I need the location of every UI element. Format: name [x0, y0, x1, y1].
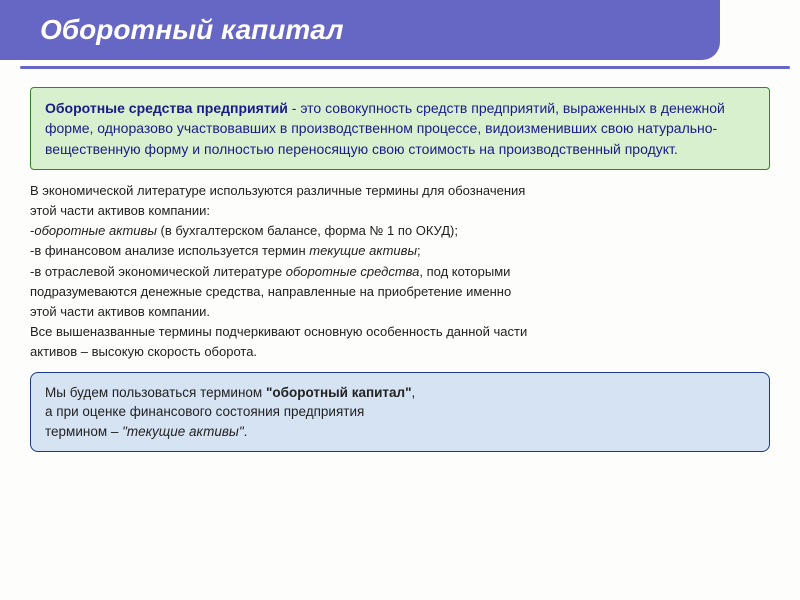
- body-bullet1: -оборотные активы (в бухгалтерском балан…: [30, 222, 770, 240]
- b3-pre: -в отраслевой экономической литературе: [30, 264, 286, 279]
- slide: Оборотный капитал Оборотные средства пре…: [0, 0, 800, 600]
- bl1-pre: Мы будем пользоваться термином: [45, 385, 266, 400]
- bottom-line2: а при оценке финансового состояния предп…: [45, 402, 755, 422]
- title-bar: Оборотный капитал: [0, 0, 720, 60]
- b1-em: оборотные активы: [34, 223, 157, 238]
- body-intro2: этой части активов компании:: [30, 202, 770, 220]
- body-bullet2: -в финансовом анализе используется терми…: [30, 242, 770, 260]
- title-underline: [20, 66, 790, 69]
- b2-em: текущие активы: [309, 243, 417, 258]
- body-intro1: В экономической литературе используются …: [30, 182, 770, 200]
- bottom-line1: Мы будем пользоваться термином "оборотны…: [45, 383, 755, 403]
- definition-box: Оборотные средства предприятий - это сов…: [30, 87, 770, 170]
- definition-lead: Оборотные средства предприятий: [45, 100, 288, 116]
- bl3-ital: "текущие активы": [122, 424, 244, 439]
- body-bullet3: -в отраслевой экономической литературе о…: [30, 263, 770, 281]
- b3-em: оборотные средства: [286, 264, 420, 279]
- b1-post: (в бухгалтерском балансе, форма № 1 по О…: [157, 223, 458, 238]
- bottom-line3: термином – "текущие активы".: [45, 422, 755, 442]
- bl3-post: .: [244, 424, 248, 439]
- body-bullet3-line3: этой части активов компании.: [30, 303, 770, 321]
- b3-post: , под которыми: [419, 264, 510, 279]
- bl1-post: ,: [412, 385, 416, 400]
- body-bullet3-line2: подразумеваются денежные средства, напра…: [30, 283, 770, 301]
- bottom-box: Мы будем пользоваться термином "оборотны…: [30, 372, 770, 453]
- b2-post: ;: [417, 243, 421, 258]
- b2-pre: -в финансовом анализе используется терми…: [30, 243, 309, 258]
- body-tail2: активов – высокую скорость оборота.: [30, 343, 770, 361]
- slide-title: Оборотный капитал: [40, 14, 680, 46]
- body-text: В экономической литературе используются …: [30, 182, 770, 362]
- body-tail1: Все вышеназванные термины подчеркивают о…: [30, 323, 770, 341]
- bl1-bold: "оборотный капитал": [266, 385, 412, 400]
- bl3-pre: термином –: [45, 424, 122, 439]
